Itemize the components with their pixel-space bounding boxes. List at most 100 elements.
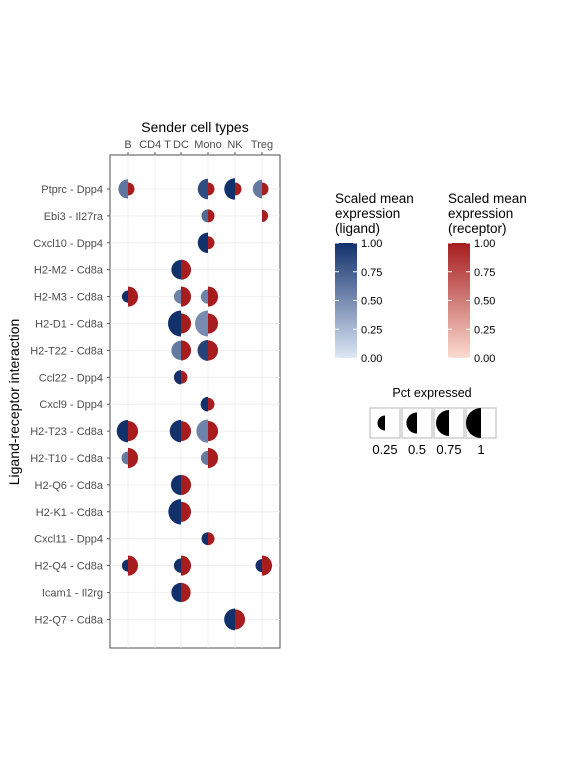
dot-dc-h2-m3-cd8a <box>173 286 192 307</box>
ligand-half <box>224 608 235 631</box>
receptor-half <box>181 286 192 307</box>
receptor-half <box>208 340 219 361</box>
receptor-half <box>128 182 135 196</box>
ligand-tick-label: 0.50 <box>361 296 382 308</box>
dot-b-h2-q4-cd8a <box>121 555 139 576</box>
receptor-half <box>208 421 219 442</box>
x-tick-dc: DC <box>173 139 189 151</box>
dot-dc-h2-q6-cd8a <box>170 474 192 495</box>
y-tick-cxcl10-dpp4: Cxcl10 - Dpp4 <box>33 238 103 250</box>
ligand-half <box>195 310 208 337</box>
x-tick-mono: Mono <box>194 139 222 151</box>
dot-mono-h2-t10-cd8a <box>200 447 219 469</box>
receptor-half <box>208 532 215 546</box>
dot-b-h2-t10-cd8a <box>121 447 139 469</box>
size-key-label: 0.5 <box>408 442 426 457</box>
receptor-half <box>235 609 246 630</box>
ligand-legend-title-line: expression <box>335 206 400 221</box>
ligand-half <box>170 474 181 495</box>
dot-treg-ebi3-il27ra <box>262 209 269 222</box>
receptor-half <box>208 182 215 196</box>
receptor-colorbar <box>448 243 470 358</box>
ligand-half <box>201 209 208 223</box>
receptor-half <box>208 236 215 250</box>
dot-mono-h2-d1-cd8a <box>195 310 219 337</box>
x-tick-cd4-t: CD4 T <box>139 139 171 151</box>
receptor-half <box>208 286 219 307</box>
ligand-half <box>196 419 208 443</box>
y-tick-cxcl11-dpp4: Cxcl11 - Dpp4 <box>34 534 103 546</box>
dot-nk-h2-q7-cd8a <box>224 608 246 631</box>
y-tick-h2-d1-cd8a: H2-D1 - Cd8a <box>35 319 104 331</box>
y-tick-ccl22-dpp4: Ccl22 - Dpp4 <box>39 372 103 384</box>
receptor-half <box>235 182 242 196</box>
ligand-half <box>200 289 208 304</box>
y-tick-h2-q4-cd8a: H2-Q4 - Cd8a <box>35 561 104 573</box>
ligand-tick-label: 0.00 <box>361 353 382 365</box>
dot-mono-cxcl9-dpp4 <box>200 396 215 412</box>
x-tick-nk: NK <box>227 139 243 151</box>
y-tick-h2-q6-cd8a: H2-Q6 - Cd8a <box>35 480 104 492</box>
ligand-half <box>121 290 128 303</box>
ligand-half <box>197 339 208 361</box>
receptor-half <box>262 555 273 576</box>
y-tick-h2-t10-cd8a: H2-T10 - Cd8a <box>30 453 104 465</box>
y-tick-h2-k1-cd8a: H2-K1 - Cd8a <box>36 507 104 519</box>
ligand-half <box>121 451 128 465</box>
receptor-half <box>208 209 215 223</box>
y-tick-h2-m2-cd8a: H2-M2 - Cd8a <box>34 265 104 277</box>
plot-panel <box>109 154 281 649</box>
dot-dc-h2-t22-cd8a <box>171 340 192 361</box>
y-axis-title: Ligand-receptor interaction <box>6 319 22 486</box>
receptor-half <box>208 447 219 469</box>
chart-title: Sender cell types <box>141 119 248 135</box>
ligand-half <box>171 340 181 361</box>
receptor-half <box>181 370 188 384</box>
size-key-0-25 <box>377 415 385 431</box>
dot-treg-h2-q4-cd8a <box>255 555 273 576</box>
ligand-half <box>200 396 208 412</box>
x-tick-labels: B CD4 T DC Mono NK Treg <box>124 139 273 155</box>
size-key-label: 1 <box>477 442 484 457</box>
dot-dc-h2-t23-cd8a <box>169 419 192 443</box>
size-key-1 <box>466 408 481 438</box>
dots-layer <box>116 178 273 631</box>
y-tick-cxcl9-dpp4: Cxcl9 - Dpp4 <box>39 399 103 411</box>
dot-nk-ptprc-dpp4 <box>224 178 242 200</box>
ligand-half <box>252 179 262 199</box>
dot-dc-h2-m2-cd8a <box>171 259 192 280</box>
receptor-half <box>181 474 192 495</box>
receptor-tick-label: 0.50 <box>474 296 495 308</box>
ligand-half <box>168 499 181 525</box>
receptor-legend-title-line: Scaled mean <box>448 191 527 206</box>
ligand-half <box>173 370 181 385</box>
receptor-tick-label: 0.00 <box>474 353 495 365</box>
ligand-tick-label: 0.25 <box>361 324 382 336</box>
ligand-half <box>173 289 181 304</box>
dot-mono-h2-t22-cd8a <box>197 339 219 361</box>
size-key-0-5 <box>406 412 417 434</box>
pct-expressed-legend: Pct expressed 0.25 0.5 0.75 1 <box>369 386 497 457</box>
receptor-half <box>181 340 192 361</box>
receptor-legend-title-line: (receptor) <box>448 221 507 236</box>
ligand-legend-title-line: Scaled mean <box>335 191 414 206</box>
y-tick-icam1-il2rg: Icam1 - Il2rg <box>42 588 103 600</box>
dot-mono-ptprc-dpp4 <box>197 178 215 200</box>
receptor-half <box>262 209 269 222</box>
dot-mono-ebi3-il27ra <box>201 209 215 223</box>
dot-b-h2-m3-cd8a <box>121 286 139 307</box>
ligand-half <box>169 419 181 443</box>
receptor-half <box>181 421 192 442</box>
size-key-label: 0.25 <box>372 442 397 457</box>
ligand-half <box>201 532 208 546</box>
dot-mono-cxcl11-dpp4 <box>201 532 215 546</box>
receptor-tick-label: 0.25 <box>474 324 495 336</box>
y-tick-h2-m3-cd8a: H2-M3 - Cd8a <box>34 292 104 304</box>
y-tick-h2-q7-cd8a: H2-Q7 - Cd8a <box>35 614 104 626</box>
dot-b-h2-t23-cd8a <box>116 419 139 443</box>
receptor-half <box>181 555 192 576</box>
ligand-tick-label: 0.75 <box>361 267 382 279</box>
dot-mono-cxcl10-dpp4 <box>197 232 215 254</box>
receptor-half <box>181 501 192 522</box>
y-tick-labels: Ptprc - Dpp4 Ebi3 - Il27ra Cxcl10 - Dpp4 H2… <box>30 184 110 626</box>
